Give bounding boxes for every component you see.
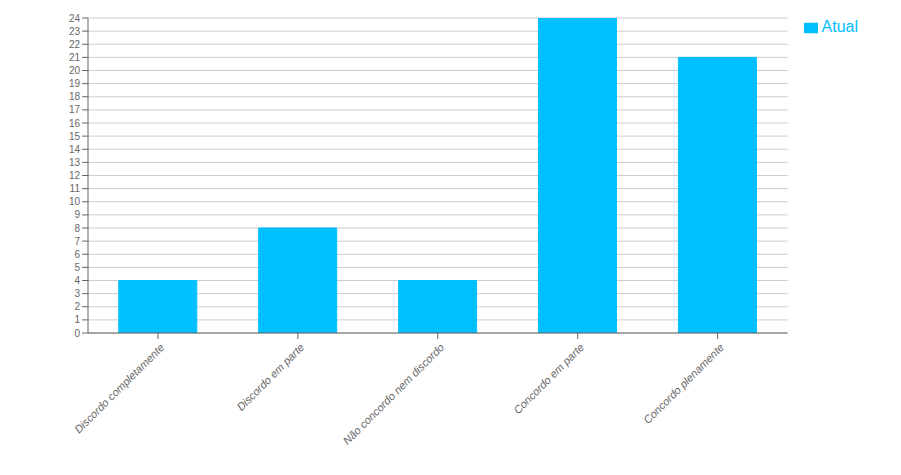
svg-text:5: 5 bbox=[74, 262, 80, 273]
svg-text:16: 16 bbox=[69, 118, 81, 129]
svg-text:15: 15 bbox=[69, 131, 81, 142]
svg-text:22: 22 bbox=[69, 39, 81, 50]
svg-text:3: 3 bbox=[74, 288, 80, 299]
svg-text:17: 17 bbox=[69, 104, 81, 115]
svg-text:2: 2 bbox=[74, 301, 80, 312]
svg-text:Discordo completamente: Discordo completamente bbox=[72, 341, 167, 436]
svg-text:23: 23 bbox=[69, 26, 81, 37]
svg-text:0: 0 bbox=[74, 328, 80, 339]
svg-text:9: 9 bbox=[74, 209, 80, 220]
svg-text:12: 12 bbox=[69, 170, 81, 181]
svg-text:Concordo plenamente: Concordo plenamente bbox=[641, 341, 726, 426]
svg-text:6: 6 bbox=[74, 249, 80, 260]
svg-text:14: 14 bbox=[69, 144, 81, 155]
svg-text:Discordo em parte: Discordo em parte bbox=[234, 341, 306, 413]
svg-text:7: 7 bbox=[74, 236, 80, 247]
svg-text:11: 11 bbox=[70, 183, 81, 194]
html-text:Atual: Atual bbox=[821, 18, 858, 35]
svg-text:13: 13 bbox=[69, 157, 81, 168]
svg-text:4: 4 bbox=[74, 275, 80, 286]
svg-text:19: 19 bbox=[69, 78, 81, 89]
svg-text:18: 18 bbox=[69, 91, 81, 102]
svg-text:8: 8 bbox=[74, 223, 80, 234]
svg-text:20: 20 bbox=[69, 65, 81, 76]
svg-text:Não concordo nem discordo: Não concordo nem discordo bbox=[340, 341, 446, 447]
svg-text:1: 1 bbox=[74, 314, 80, 325]
svg-text:10: 10 bbox=[69, 196, 81, 207]
svg-text:24: 24 bbox=[69, 13, 81, 24]
svg-text:21: 21 bbox=[69, 52, 81, 63]
svg-text:Concordo em parte: Concordo em parte bbox=[511, 341, 586, 416]
